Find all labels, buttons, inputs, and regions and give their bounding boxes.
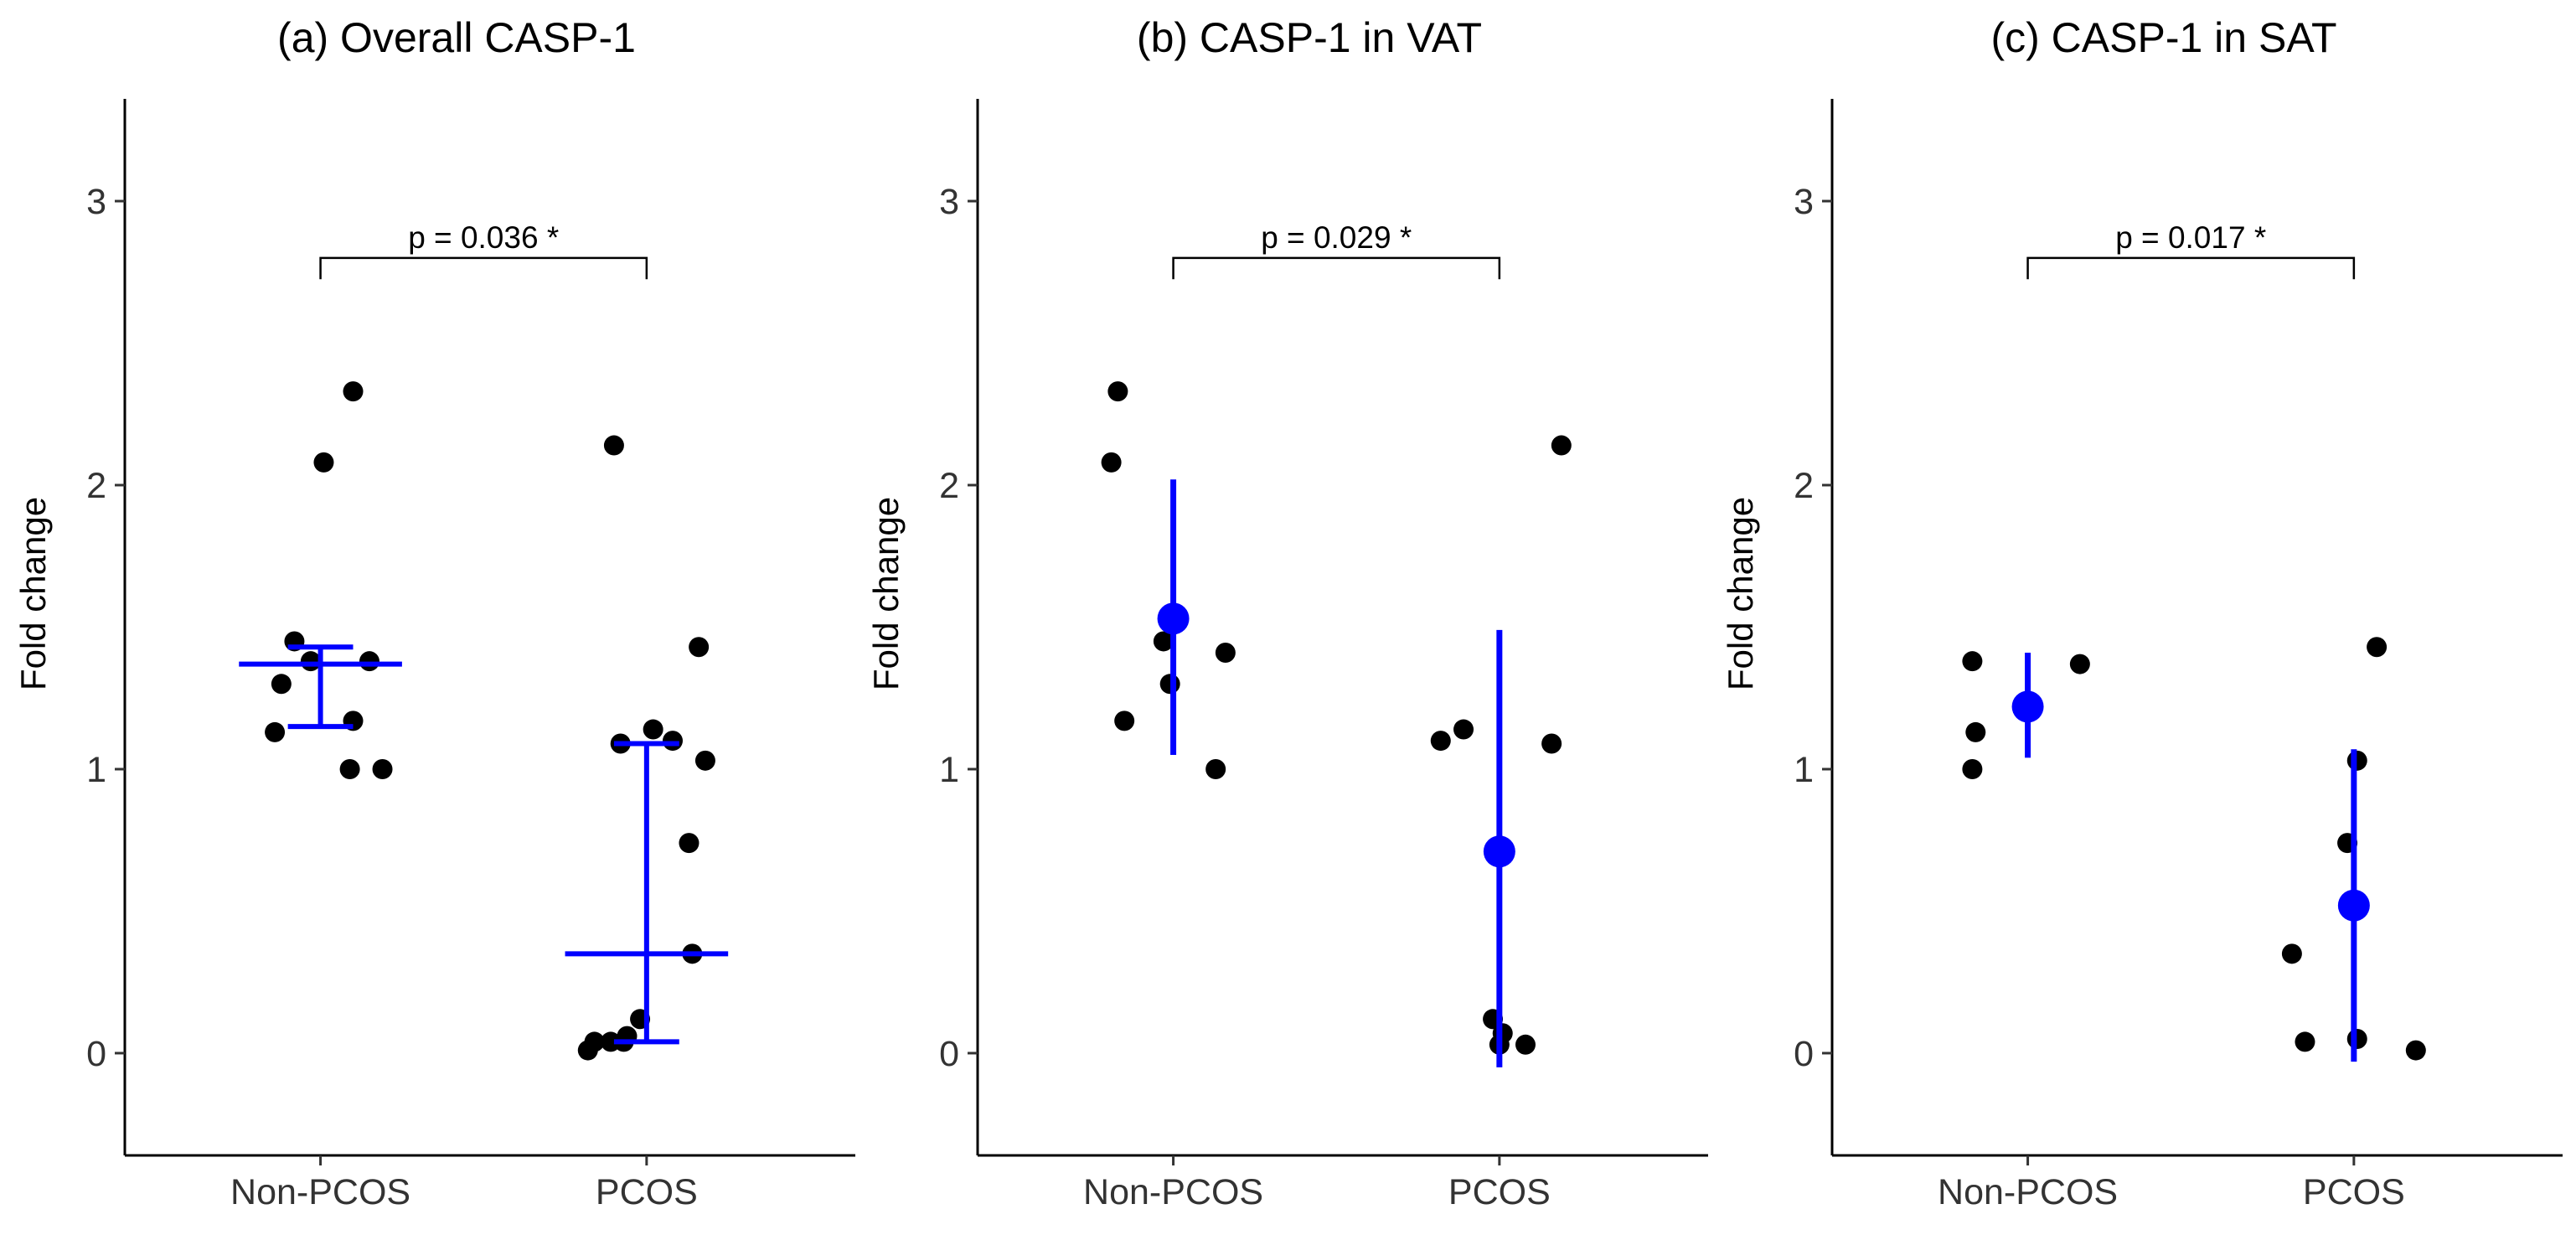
data-point (300, 651, 321, 672)
y-tick-label: 2 (1794, 466, 1814, 506)
x-tick-label: Non-PCOS (230, 1172, 410, 1212)
data-point (2346, 1029, 2367, 1050)
data-point (2405, 1040, 2426, 1061)
y-tick-label: 3 (1794, 182, 1814, 222)
p-value-label: p = 0.029 * (1261, 220, 1412, 255)
mean-point (1483, 835, 1515, 868)
y-tick-label: 3 (86, 182, 106, 222)
significance-bracket (319, 256, 648, 280)
data-point (1541, 733, 1562, 754)
data-point (265, 721, 286, 742)
data-point (679, 833, 699, 854)
data-point (1159, 674, 1180, 695)
y-tick-label: 0 (86, 1034, 106, 1074)
data-point (359, 651, 379, 672)
x-tick-label: PCOS (596, 1172, 698, 1212)
data-point (1215, 643, 1236, 664)
y-axis-label: Fold change (866, 497, 906, 690)
data-point (339, 758, 360, 779)
data-point (372, 758, 393, 779)
data-point (689, 637, 710, 658)
data-point (694, 750, 715, 771)
panel-1: (a) Overall CASP-1 0 1 2 3 Non-PCOS PCOS Fold c… (13, 14, 855, 1212)
p-value-label: p = 0.017 * (2115, 220, 2266, 255)
y-tick-label: 2 (939, 466, 959, 506)
x-tick-label: Non-PCOS (1938, 1172, 2118, 1212)
panel-title: (c) CASP-1 in SAT (1990, 14, 2336, 61)
data-point (1551, 435, 1572, 456)
data-point (1107, 381, 1128, 402)
panel-title: (b) CASP-1 in VAT (1137, 14, 1482, 61)
data-point (2295, 1031, 2315, 1052)
panel-2: (b) CASP-1 in VAT 0 1 2 3 Non-PCOS PCOS Fold ch… (866, 14, 1708, 1212)
data-point (313, 452, 334, 473)
p-value-label: p = 0.036 * (408, 220, 559, 255)
data-point (1205, 758, 1226, 779)
x-tick-label: PCOS (2303, 1172, 2405, 1212)
y-tick-label: 1 (86, 750, 106, 790)
data-point (1515, 1034, 1536, 1055)
data-point (1965, 721, 1986, 742)
data-point (1430, 731, 1451, 752)
y-tick-label: 0 (1794, 1034, 1814, 1074)
data-point (1453, 719, 1474, 740)
data-point (2346, 750, 2367, 771)
data-point (1962, 758, 1983, 779)
y-tick-label: 1 (1794, 750, 1814, 790)
y-tick-label: 2 (86, 466, 106, 506)
y-axis-label: Fold change (13, 497, 53, 690)
data-point (1101, 452, 1122, 473)
data-point (271, 674, 292, 695)
data-point (1153, 631, 1174, 652)
data-point (2069, 654, 2090, 674)
y-tick-label: 3 (939, 182, 959, 222)
data-point (2281, 943, 2302, 964)
data-point (343, 381, 364, 402)
data-point (643, 719, 663, 740)
mean-point (1157, 602, 1190, 635)
data-point (603, 435, 624, 456)
panel-3: (c) CASP-1 in SAT 0 1 2 3 Non-PCOS PCOS Fold ch… (1721, 14, 2563, 1212)
mean-point (2337, 889, 2370, 922)
data-point (1962, 651, 1983, 672)
data-point (663, 731, 683, 752)
panel-title: (a) Overall CASP-1 (277, 14, 636, 61)
y-axis-label: Fold change (1721, 497, 1760, 690)
significance-bracket (2026, 256, 2356, 280)
x-tick-label: PCOS (1448, 1172, 1551, 1212)
x-tick-label: Non-PCOS (1083, 1172, 1263, 1212)
y-tick-label: 1 (939, 750, 959, 790)
data-point (1114, 711, 1135, 731)
significance-bracket (1172, 256, 1501, 280)
y-tick-label: 0 (939, 1034, 959, 1074)
data-point (584, 1031, 605, 1052)
data-point (2367, 637, 2388, 658)
mean-point (2011, 690, 2044, 723)
